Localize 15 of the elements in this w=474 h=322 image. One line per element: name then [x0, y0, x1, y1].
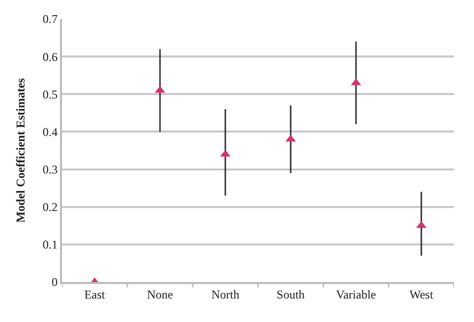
y-tick-label: 0 — [52, 275, 58, 290]
y-tick-label: 0.2 — [42, 200, 58, 214]
y-tick-label: 0.4 — [42, 124, 58, 139]
y-tick-label: 0.1 — [42, 238, 58, 252]
y-tick-label: 0.7 — [42, 12, 58, 26]
y-tick-label: 0.3 — [42, 162, 58, 176]
y-tick-label: 0.5 — [42, 87, 58, 102]
y-axis-title: Model Coefficient Estimates — [13, 78, 28, 223]
x-tick-label: Variable — [336, 287, 376, 302]
x-tick-label: North — [211, 287, 240, 302]
x-tick-label: None — [147, 287, 173, 302]
x-tick-label: South — [276, 287, 305, 302]
y-tick-label: 0.6 — [42, 50, 58, 64]
x-tick-label: West — [409, 287, 434, 302]
x-tick-label: East — [84, 287, 106, 302]
